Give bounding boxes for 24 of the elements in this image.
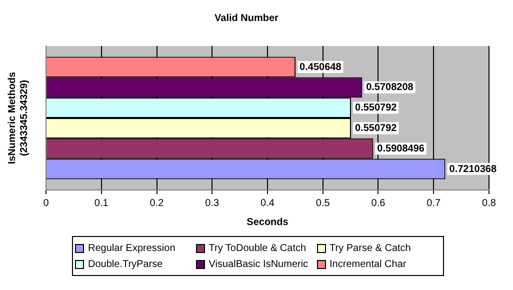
x-tick-label: 0.7 [426, 198, 442, 209]
x-tick-label: 0.3 [205, 198, 220, 209]
data-label: 0.7210368 [449, 164, 497, 175]
data-label: 0.5708208 [366, 82, 414, 94]
legend-label: Try Parse & Catch [328, 242, 412, 256]
legend-label: Try ToDouble & Catch [208, 242, 308, 256]
y-axis-title: IsNumeric Methods (2343345.34329) [6, 71, 30, 164]
x-tick-label: 0.4 [260, 198, 275, 209]
data-label: 0.550792 [355, 102, 398, 114]
legend-label: Double.TryParse [87, 258, 164, 272]
x-tick-label: 0.2 [150, 198, 164, 209]
x-tick-label: 0.1 [94, 198, 109, 209]
x-axis-title: Seconds [246, 216, 289, 228]
x-tick-label: 0.6 [371, 198, 386, 209]
data-label: 0.550792 [355, 122, 398, 134]
x-tick-label: 0.5 [316, 198, 330, 209]
legend-label: VisualBasic IsNumeric [208, 258, 310, 272]
data-label: 0.450648 [300, 62, 342, 73]
chart-title: Valid Number [214, 12, 279, 24]
legend-label: Regular Expression [87, 242, 176, 256]
x-tick-label: 0 [43, 198, 50, 209]
x-tick-label: 0.8 [482, 198, 496, 209]
data-label: 0.5908496 [377, 143, 425, 154]
legend-label: Incremental Char [328, 258, 408, 272]
